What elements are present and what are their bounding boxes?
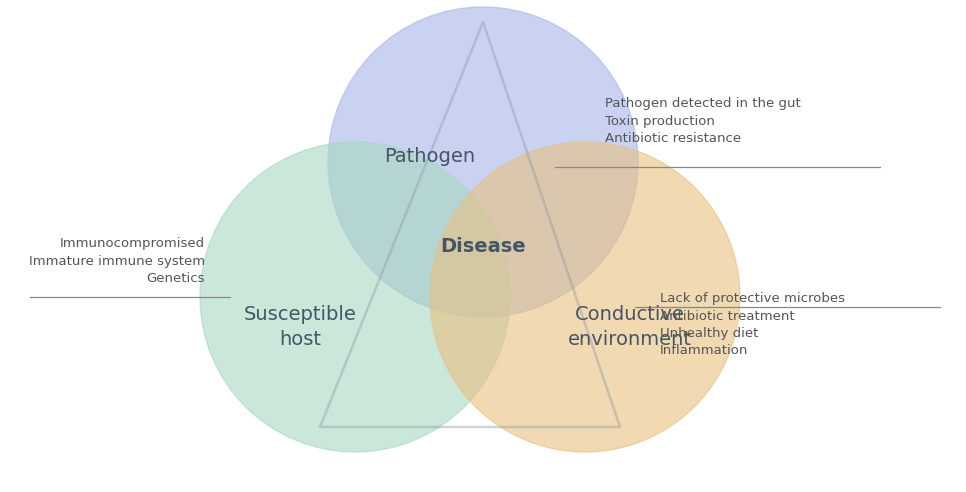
Text: Immunocompromised
Immature immune system
Genetics: Immunocompromised Immature immune system… xyxy=(29,237,205,285)
Circle shape xyxy=(430,142,740,452)
Text: Lack of protective microbes
Antibiotic treatment
Unhealthy diet
Inflammation: Lack of protective microbes Antibiotic t… xyxy=(660,292,845,358)
Text: Pathogen detected in the gut
Toxin production
Antibiotic resistance: Pathogen detected in the gut Toxin produ… xyxy=(605,97,801,145)
Text: Disease: Disease xyxy=(440,238,526,256)
Text: Pathogen: Pathogen xyxy=(384,148,475,166)
Text: Susceptible
host: Susceptible host xyxy=(243,305,356,349)
Text: Conductive
environment: Conductive environment xyxy=(568,305,692,349)
Circle shape xyxy=(200,142,510,452)
Circle shape xyxy=(328,7,638,317)
